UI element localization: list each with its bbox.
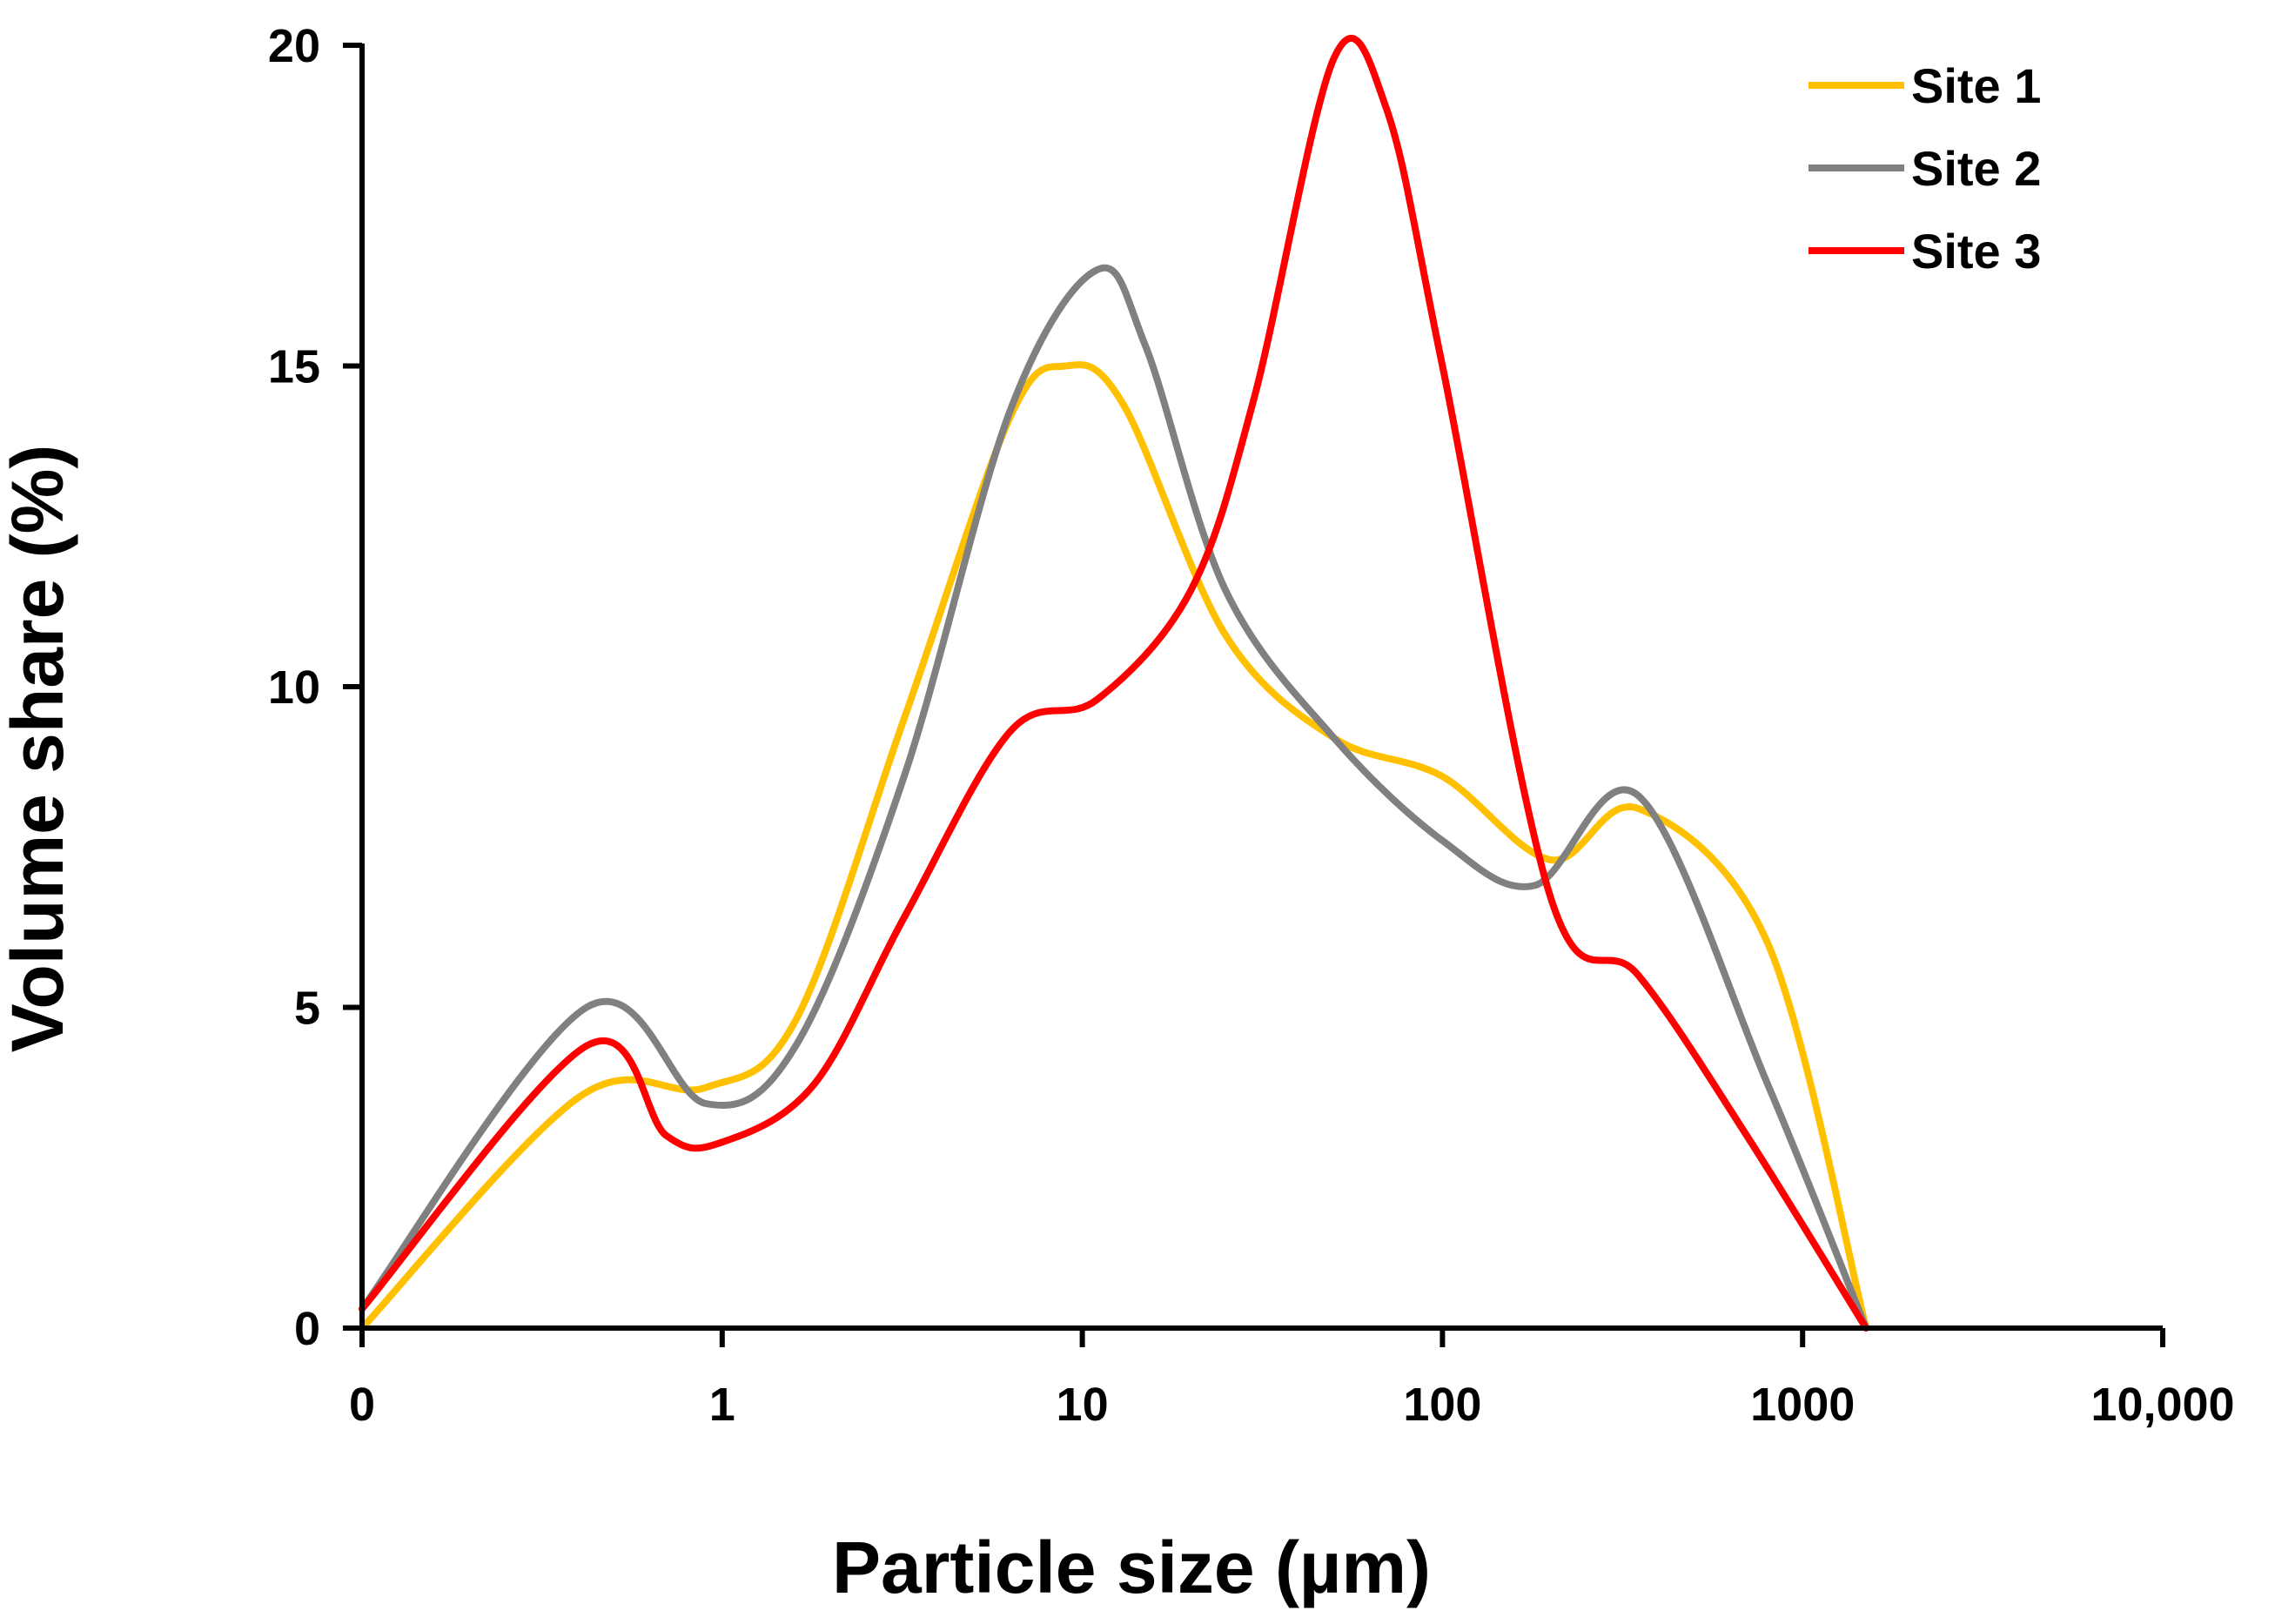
legend-item-site-1: Site 1 (1809, 58, 2041, 113)
series-line-site-2 (359, 264, 1870, 1332)
legend-item-site-3: Site 3 (1809, 224, 2041, 278)
x-tick-label: 10,000 (2090, 1379, 2234, 1431)
x-tick-label: 0 (349, 1379, 375, 1431)
legend: Site 1 Site 2 Site 3 (1809, 58, 2041, 278)
axes-layer (359, 44, 2163, 1331)
y-tick-label: 0 (294, 1303, 320, 1355)
legend-item-site-2: Site 2 (1809, 141, 2041, 196)
legend-label: Site 3 (1911, 224, 2041, 278)
series-line-site-1 (359, 361, 1870, 1332)
x-tick-label: 10 (1057, 1379, 1109, 1431)
y-tick-label: 20 (268, 20, 320, 72)
x-tick-label: 1 (709, 1379, 735, 1431)
y-tick-label: 15 (268, 341, 320, 393)
x-axis-title: Particle size (µm) (832, 1527, 1431, 1608)
series-line-site-3 (359, 35, 1870, 1332)
y-tick-label: 10 (268, 661, 320, 714)
ticks-layer: 0 1 10 100 1000 10,000 0 5 10 15 20 (268, 20, 2235, 1431)
x-tick-label: 1000 (1750, 1379, 1855, 1431)
series-layer (359, 35, 1870, 1332)
legend-label: Site 2 (1911, 141, 2041, 196)
y-tick-label: 5 (294, 983, 320, 1035)
x-tick-label: 100 (1403, 1379, 1481, 1431)
legend-label: Site 1 (1911, 58, 2041, 113)
y-axis-title: Volume share (%) (0, 445, 78, 1053)
